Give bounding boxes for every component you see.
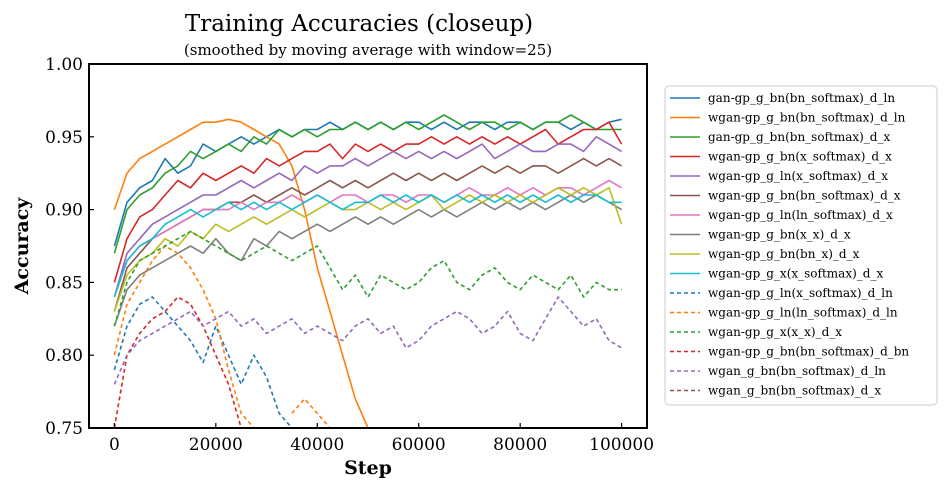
- legend-items: gan-gp_g_bn(bn_softmax)_d_ln wgan-gp_g_bn…: [670, 91, 909, 398]
- series-line-14: [113, 296, 242, 429]
- legend-label: wgan-gp_g_bn(bn_softmax)_d_ln: [708, 111, 906, 125]
- x-axis-label: Step: [344, 457, 392, 479]
- legend-box: [664, 85, 938, 406]
- legend-label: wgan-gp_g_bn(bn_softmax)_d_x: [708, 189, 901, 203]
- legend-label: gan-gp_g_bn(bn_softmax)_d_ln: [708, 91, 895, 105]
- legend-label: gan-gp_g_bn(bn_softmax)_d_x: [708, 130, 890, 144]
- plot-frame: [88, 63, 648, 429]
- x-tick-label: 0: [109, 435, 120, 455]
- series-line-12: [113, 245, 331, 429]
- y-axis-ticks: 0.75 0.80 0.85 0.90 0.95 1.00: [45, 55, 94, 439]
- series-line-3: [113, 114, 622, 254]
- series-lines: [113, 114, 623, 429]
- series-line-2: [113, 118, 369, 429]
- series-line-11: [113, 296, 293, 429]
- legend-label: wgan-gp_g_bn(bn_softmax)_d_bn: [708, 345, 909, 359]
- legend-label: wgan_g_bn(bn_softmax)_d_ln: [708, 364, 886, 378]
- chart-subtitle: (smoothed by moving average with window=…: [184, 41, 552, 59]
- x-tick-label: 60000: [392, 435, 446, 455]
- y-tick-label: 0.90: [45, 201, 83, 221]
- legend-label: wgan-gp_g_bn(bn_x)_d_x: [708, 247, 860, 261]
- plot-background: [89, 64, 647, 428]
- y-tick-label: 0.85: [45, 273, 83, 293]
- legend-label: wgan-gp_g_x(x_x)_d_x: [708, 325, 842, 339]
- legend-label: wgan-gp_g_bn(x_softmax)_d_x: [708, 150, 892, 164]
- legend-label: wgan-gp_g_ln(x_softmax)_d_ln: [708, 286, 893, 300]
- y-tick-label: 0.95: [45, 128, 83, 148]
- series-line-15: [113, 296, 623, 385]
- x-axis-ticks: 0 20000 40000 60000 80000 100000: [109, 423, 654, 455]
- series-line-13: [113, 230, 622, 327]
- legend-label: wgan-gp_g_bn(x_x)_d_x: [708, 228, 851, 242]
- legend-label: wgan-gp_g_ln(ln_softmax)_d_ln: [708, 306, 898, 320]
- legend-label: wgan_g_bn(bn_softmax)_d_x: [708, 384, 881, 398]
- legend-label: wgan-gp_g_ln(ln_softmax)_d_x: [708, 208, 893, 222]
- x-tick-label: 80000: [493, 435, 547, 455]
- legend-label: wgan-gp_g_x(x_softmax)_d_x: [708, 267, 883, 281]
- series-line-10: [113, 194, 622, 298]
- series-line-5: [113, 136, 623, 298]
- chart-title: Training Accuracies (closeup): [185, 11, 533, 37]
- y-tick-label: 0.75: [45, 419, 83, 439]
- legend: gan-gp_g_bn(bn_softmax)_d_ln wgan-gp_g_bn…: [664, 85, 938, 406]
- series-line-8: [113, 194, 623, 327]
- x-tick-label: 40000: [290, 435, 344, 455]
- y-tick-label: 1.00: [45, 55, 83, 75]
- legend-label: wgan-gp_g_ln(x_softmax)_d_x: [708, 169, 888, 183]
- x-tick-label: 100000: [589, 435, 654, 455]
- x-tick-label: 20000: [189, 435, 243, 455]
- y-axis-label: Accuracy: [11, 197, 33, 296]
- y-tick-label: 0.80: [45, 346, 83, 366]
- series-line-4: [113, 121, 623, 283]
- plot-area: 0 20000 40000 60000 80000 100000 0.75 0.80 0.85…: [45, 55, 654, 455]
